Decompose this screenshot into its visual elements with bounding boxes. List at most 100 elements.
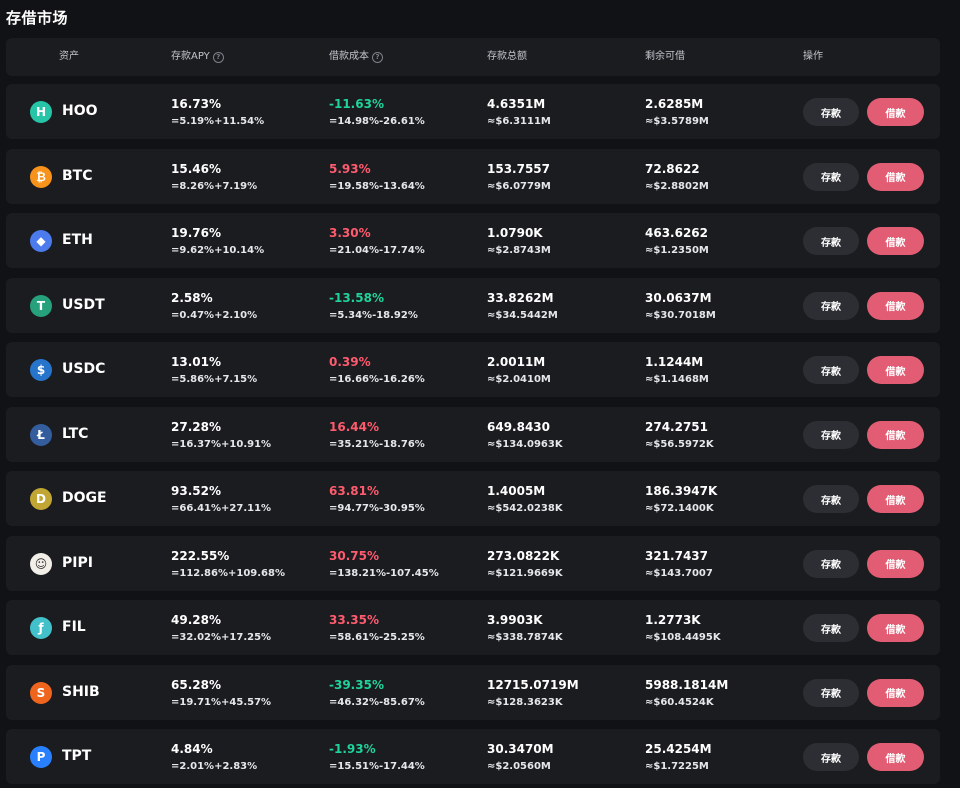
deposit-apy-breakdown: =16.37%+10.91% <box>171 438 272 450</box>
total-deposit-usd: ≈$542.0238K <box>487 503 563 514</box>
total-deposit-usd: ≈$6.3111M <box>487 116 551 127</box>
asset-name: DOGE <box>62 490 107 506</box>
table-row: Ł LTC 27.28% =16.37%+10.91% 16.44% =35.2… <box>6 406 940 462</box>
header-borrow-cost: 借款成本 ? <box>329 38 383 76</box>
hoo-coin-icon: H <box>30 101 52 123</box>
borrow-cost-breakdown: =19.58%-13.64% <box>329 180 425 192</box>
deposit-apy: 19.76% <box>171 226 221 240</box>
borrow-button[interactable]: 借款 <box>867 98 924 126</box>
header-remaining-borrow: 剩余可借 <box>645 51 685 62</box>
table-header: 资产 存款APY ? 借款成本 ? 存款总额 剩余可借 操作 <box>6 38 940 76</box>
remaining-borrow: 186.3947K <box>645 484 718 498</box>
table-row: H HOO 16.73% =5.19%+11.54% -11.63% =14.9… <box>6 84 940 139</box>
deposit-button[interactable]: 存款 <box>803 549 859 578</box>
eth-coin-icon: ◆ <box>30 230 52 252</box>
deposit-button[interactable]: 存款 <box>803 485 859 513</box>
asset-name: TPT <box>62 748 92 764</box>
borrow-button[interactable]: 借款 <box>867 291 924 320</box>
total-deposit-usd: ≈$34.5442M <box>487 309 558 321</box>
borrow-cost: -39.35% <box>329 677 384 692</box>
remaining-borrow-usd: ≈$72.1400K <box>645 503 714 514</box>
deposit-button[interactable]: 存款 <box>803 420 859 449</box>
remaining-borrow-usd: ≈$108.4495K <box>645 632 721 643</box>
deposit-button[interactable]: 存款 <box>803 98 859 126</box>
total-deposit: 1.4005M <box>487 484 546 498</box>
asset-name: BTC <box>62 167 93 184</box>
total-deposit: 1.0790K <box>487 226 543 240</box>
remaining-borrow: 321.7437 <box>645 548 709 563</box>
borrow-button[interactable]: 借款 <box>867 678 924 707</box>
deposit-button[interactable]: 存款 <box>803 291 859 320</box>
total-deposit-usd: ≈$338.7874K <box>487 632 563 643</box>
total-deposit: 33.8262M <box>487 290 554 305</box>
borrow-button[interactable]: 借款 <box>867 227 924 255</box>
deposit-apy-breakdown: =9.62%+10.14% <box>171 245 265 256</box>
borrow-cost-breakdown: =15.51%-17.44% <box>329 761 425 772</box>
deposit-apy-breakdown: =2.01%+2.83% <box>171 761 258 772</box>
asset-name: FIL <box>62 619 86 635</box>
tpt-coin-icon: P <box>30 746 52 768</box>
borrow-cost: 5.93% <box>329 161 371 176</box>
borrow-button[interactable]: 借款 <box>867 549 924 578</box>
usdt-coin-icon: T <box>30 294 52 317</box>
borrow-cost-breakdown: =35.21%-18.76% <box>329 438 425 450</box>
remaining-borrow-usd: ≈$30.7018M <box>645 309 716 321</box>
total-deposit-usd: ≈$2.0560M <box>487 761 551 772</box>
deposit-apy-breakdown: =8.26%+7.19% <box>171 180 258 192</box>
borrow-button[interactable]: 借款 <box>867 743 924 771</box>
remaining-borrow-usd: ≈$1.2350M <box>645 245 709 256</box>
remaining-borrow-usd: ≈$3.5789M <box>645 116 709 127</box>
borrow-cost-breakdown: =14.98%-26.61% <box>329 116 425 127</box>
borrow-button[interactable]: 借款 <box>867 162 924 191</box>
total-deposit: 153.7557 <box>487 161 551 176</box>
help-icon[interactable]: ? <box>212 51 224 63</box>
borrow-button[interactable]: 借款 <box>867 356 924 384</box>
deposit-apy-breakdown: =32.02%+17.25% <box>171 632 272 643</box>
deposit-apy: 16.73% <box>171 97 221 111</box>
total-deposit-usd: ≈$121.9669K <box>487 567 563 579</box>
deposit-apy: 15.46% <box>171 161 221 176</box>
deposit-apy: 49.28% <box>171 613 221 627</box>
total-deposit: 2.0011M <box>487 355 546 369</box>
asset-name: SHIB <box>62 683 100 700</box>
table-row: $ USDC 13.01% =5.86%+7.15% 0.39% =16.66%… <box>6 342 940 397</box>
remaining-borrow-usd: ≈$56.5972K <box>645 438 714 450</box>
borrow-button[interactable]: 借款 <box>867 485 924 513</box>
deposit-button[interactable]: 存款 <box>803 227 859 255</box>
borrow-cost: -11.63% <box>329 97 384 111</box>
total-deposit-usd: ≈$2.0410M <box>487 374 551 385</box>
deposit-apy-breakdown: =5.19%+11.54% <box>171 116 265 127</box>
help-icon[interactable]: ? <box>372 51 383 63</box>
deposit-apy-breakdown: =0.47%+2.10% <box>171 309 258 321</box>
table-row: ƒ FIL 49.28% =32.02%+17.25% 33.35% =58.6… <box>6 600 940 655</box>
table-row: ☺ PIPI 222.55% =112.86%+109.68% 30.75% =… <box>6 535 940 591</box>
asset-name: ETH <box>62 232 93 248</box>
pipi-coin-icon: ☺ <box>30 552 52 575</box>
deposit-button[interactable]: 存款 <box>803 356 859 384</box>
borrow-cost-breakdown: =21.04%-17.74% <box>329 245 425 256</box>
remaining-borrow: 1.2773K <box>645 613 701 627</box>
total-deposit: 3.9903K <box>487 613 543 627</box>
total-deposit-usd: ≈$6.0779M <box>487 180 551 192</box>
header-deposit-apy: 存款APY ? <box>171 38 224 76</box>
total-deposit-usd: ≈$2.8743M <box>487 245 551 256</box>
deposit-button[interactable]: 存款 <box>803 743 859 771</box>
table-row: P TPT 4.84% =2.01%+2.83% -1.93% =15.51%-… <box>6 729 940 784</box>
deposit-button[interactable]: 存款 <box>803 162 859 191</box>
fil-coin-icon: ƒ <box>30 617 52 639</box>
deposit-apy-breakdown: =66.41%+27.11% <box>171 503 272 514</box>
borrow-button[interactable]: 借款 <box>867 614 924 642</box>
deposit-apy: 27.28% <box>171 419 221 434</box>
remaining-borrow-usd: ≈$143.7007 <box>645 567 713 579</box>
total-deposit-usd: ≈$128.3623K <box>487 696 563 708</box>
deposit-apy: 222.55% <box>171 548 230 563</box>
doge-coin-icon: D <box>30 488 52 510</box>
borrow-cost: 16.44% <box>329 419 379 434</box>
total-deposit: 273.0822K <box>487 548 560 563</box>
remaining-borrow: 72.8622 <box>645 161 700 176</box>
remaining-borrow-usd: ≈$60.4524K <box>645 696 714 708</box>
deposit-button[interactable]: 存款 <box>803 678 859 707</box>
asset-name: LTC <box>62 425 89 442</box>
deposit-button[interactable]: 存款 <box>803 614 859 642</box>
borrow-button[interactable]: 借款 <box>867 420 924 449</box>
